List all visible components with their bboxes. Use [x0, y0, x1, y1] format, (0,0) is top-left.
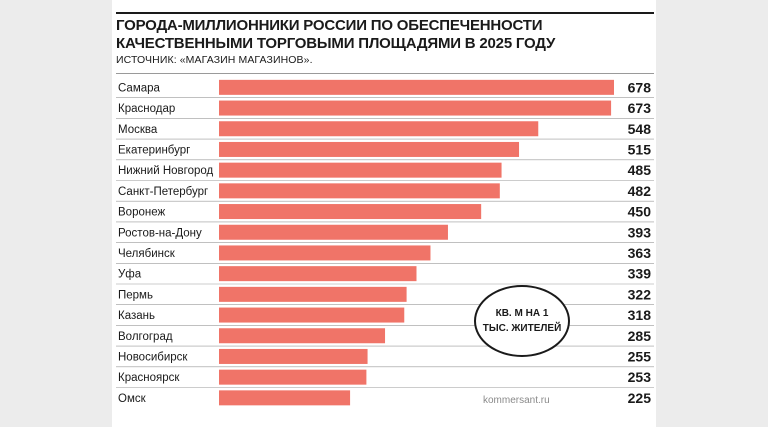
bar: [219, 328, 386, 344]
top-rule: [116, 12, 654, 14]
category-label: Челябинск: [118, 248, 176, 260]
bar: [219, 307, 405, 323]
watermark: kommersant.ru: [483, 395, 550, 406]
category-label: Москва: [118, 124, 158, 136]
bar: [219, 121, 539, 137]
bar: [219, 390, 351, 406]
category-label: Омск: [118, 393, 147, 405]
bar: [219, 224, 448, 240]
value-label: 225: [628, 390, 652, 406]
category-label: Санкт-Петербург: [118, 186, 208, 198]
bar: [219, 369, 367, 385]
value-label: 253: [628, 369, 652, 385]
value-label: 515: [628, 141, 652, 157]
right-margin: [656, 0, 768, 427]
value-label: 255: [628, 348, 652, 364]
category-label: Новосибирск: [118, 351, 188, 363]
category-label: Пермь: [118, 289, 153, 301]
left-margin: [0, 0, 112, 427]
bar: [219, 266, 417, 282]
value-label: 673: [628, 100, 652, 116]
category-label: Ростов-на-Дону: [118, 227, 202, 239]
header-divider: [116, 73, 654, 74]
unit-bubble: КВ. М НА 1 ТЫС. ЖИТЕЛЕЙ: [474, 285, 570, 357]
category-label: Казань: [118, 310, 155, 322]
bar: [219, 79, 614, 95]
bar: [219, 348, 368, 364]
bar: [219, 245, 431, 261]
category-label: Уфа: [118, 269, 142, 281]
bar: [219, 204, 482, 220]
category-label: Воронеж: [118, 207, 165, 219]
value-label: 393: [628, 224, 652, 240]
category-label: Волгоград: [118, 331, 173, 343]
value-label: 485: [628, 162, 652, 178]
bar: [219, 286, 407, 302]
value-label: 322: [628, 286, 652, 302]
value-label: 339: [628, 266, 652, 282]
bar: [219, 162, 502, 178]
value-label: 285: [628, 328, 652, 344]
value-label: 482: [628, 183, 652, 199]
bar: [219, 141, 520, 157]
value-label: 450: [628, 204, 652, 220]
chart-title: ГОРОДА-МИЛЛИОННИКИ РОССИИ ПО ОБЕСПЕЧЕННО…: [116, 17, 556, 52]
value-label: 548: [628, 121, 652, 137]
bar: [219, 100, 612, 116]
category-label: Екатеринбург: [118, 144, 190, 156]
category-label: Нижний Новгород: [118, 165, 214, 177]
category-label: Краснодар: [118, 103, 175, 115]
bar: [219, 183, 500, 199]
category-label: Самара: [118, 82, 161, 94]
chart-source: ИСТОЧНИК: «МАГАЗИН МАГАЗИНОВ».: [116, 54, 313, 66]
category-label: Красноярск: [118, 372, 180, 384]
value-label: 318: [628, 307, 652, 323]
value-label: 363: [628, 245, 652, 261]
value-label: 678: [628, 79, 652, 95]
